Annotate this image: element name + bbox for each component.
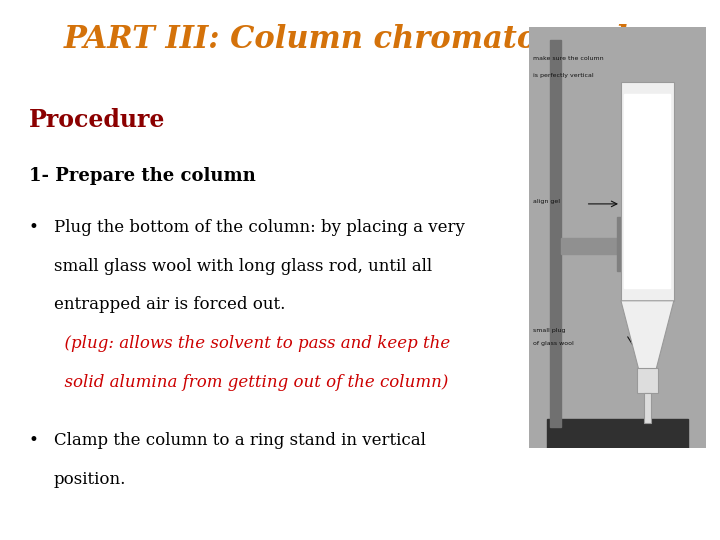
Bar bbox=[621, 82, 674, 301]
Text: Procedure: Procedure bbox=[29, 108, 165, 132]
Bar bbox=[618, 217, 635, 271]
Bar bbox=[624, 94, 670, 288]
Text: small plug: small plug bbox=[533, 328, 565, 333]
Text: (plug: allows the solvent to pass and keep the: (plug: allows the solvent to pass and ke… bbox=[54, 335, 450, 352]
Bar bbox=[547, 418, 688, 448]
Text: •: • bbox=[29, 432, 39, 449]
Text: Plug the bottom of the column: by placing a very: Plug the bottom of the column: by placin… bbox=[54, 219, 465, 235]
Text: 1- Prepare the column: 1- Prepare the column bbox=[29, 167, 256, 185]
Text: make sure the column: make sure the column bbox=[533, 57, 603, 62]
Text: PART III: Column chromatography: PART III: Column chromatography bbox=[63, 24, 657, 55]
Bar bbox=[644, 394, 651, 423]
Bar bbox=[626, 217, 653, 233]
Text: align gel: align gel bbox=[533, 199, 559, 204]
Bar bbox=[626, 254, 653, 271]
Text: •: • bbox=[29, 219, 39, 235]
Text: small glass wool with long glass rod, until all: small glass wool with long glass rod, un… bbox=[54, 258, 432, 274]
Text: position.: position. bbox=[54, 471, 127, 488]
Text: entrapped air is forced out.: entrapped air is forced out. bbox=[54, 296, 285, 313]
Polygon shape bbox=[621, 301, 674, 373]
Bar bbox=[550, 39, 561, 427]
Text: solid alumina from getting out of the column): solid alumina from getting out of the co… bbox=[54, 374, 449, 391]
Bar bbox=[561, 238, 623, 254]
Bar bbox=[636, 368, 658, 394]
Text: of glass wool: of glass wool bbox=[533, 341, 573, 346]
Text: is perfectly vertical: is perfectly vertical bbox=[533, 73, 593, 78]
Text: Clamp the column to a ring stand in vertical: Clamp the column to a ring stand in vert… bbox=[54, 432, 426, 449]
